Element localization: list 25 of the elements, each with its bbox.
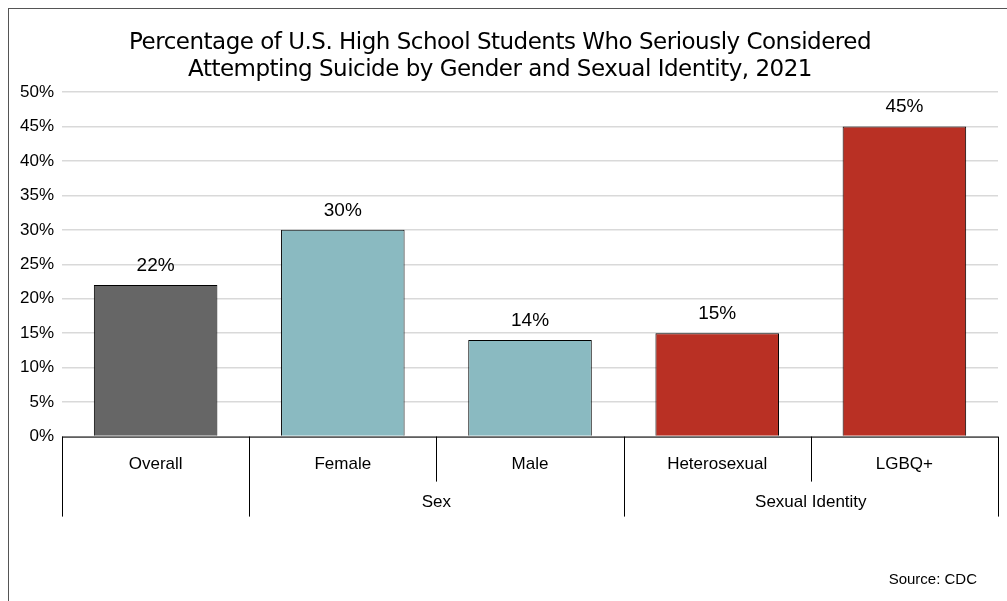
y-tick-label: 10% bbox=[19, 357, 55, 377]
x-tick-label: Heterosexual bbox=[667, 454, 768, 474]
data-label: 15% bbox=[698, 301, 737, 323]
data-label: 45% bbox=[885, 95, 924, 117]
data-label: 14% bbox=[511, 308, 550, 330]
x-tick-label: Overall bbox=[128, 454, 183, 474]
text: Sex bbox=[421, 492, 452, 512]
y-tick-label: 20% bbox=[19, 288, 55, 308]
y-tick-label: 45% bbox=[19, 116, 55, 136]
data-label: 30% bbox=[323, 198, 362, 220]
chart-title: Percentage of U.S. High School Students Who Seriously Considered Attempting Suicide by Gender and Sexual Identity, 2021 bbox=[128, 28, 872, 82]
x-tick-label: Female bbox=[314, 454, 372, 474]
text: Sexual Identity bbox=[755, 492, 868, 512]
y-tick-label: 50% bbox=[19, 81, 55, 101]
y-tick-label: 35% bbox=[19, 185, 55, 205]
y-tick-label: 15% bbox=[19, 322, 55, 342]
x-tick-label: Male bbox=[511, 454, 549, 474]
x-tick-label: LGBQ+ bbox=[875, 454, 934, 474]
y-tick-label: 25% bbox=[19, 253, 55, 273]
data-label: 22% bbox=[136, 253, 175, 275]
y-tick-label: 5% bbox=[29, 391, 55, 411]
source-note: Source: CDC bbox=[888, 570, 977, 587]
y-tick-label: 0% bbox=[29, 426, 55, 446]
y-tick-label: 40% bbox=[19, 150, 55, 170]
y-tick-label: 30% bbox=[19, 219, 55, 239]
